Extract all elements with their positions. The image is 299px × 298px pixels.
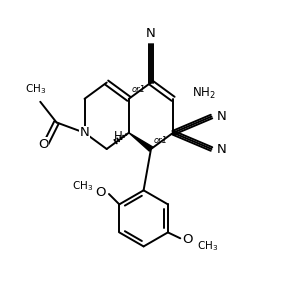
Text: or1: or1 [131,86,145,94]
Text: N: N [217,142,227,156]
Text: O: O [183,233,193,246]
Text: N: N [146,27,156,40]
Text: CH$_3$: CH$_3$ [71,179,93,193]
Text: N: N [80,126,89,139]
Text: O: O [38,138,48,151]
Text: or1: or1 [153,136,167,145]
Text: N: N [217,110,227,123]
Text: O: O [95,186,106,199]
Text: H: H [114,130,123,143]
Text: CH$_3$: CH$_3$ [25,82,46,96]
Text: NH$_2$: NH$_2$ [192,86,216,101]
Polygon shape [129,133,152,151]
Text: CH$_3$: CH$_3$ [196,239,218,253]
